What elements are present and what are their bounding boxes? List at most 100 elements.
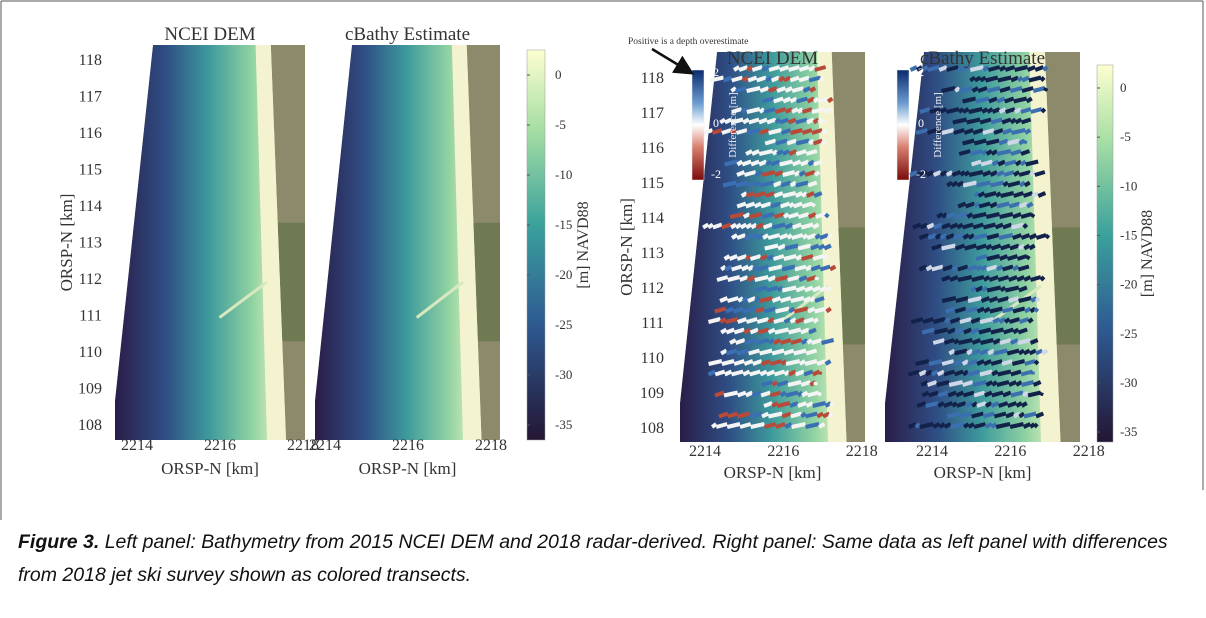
transect — [1016, 382, 1021, 385]
colorbar-tick-label: 0 — [1120, 80, 1127, 95]
transect — [1020, 204, 1028, 207]
transect — [811, 267, 820, 270]
transect — [814, 319, 818, 322]
transect — [1036, 351, 1042, 354]
transect — [784, 214, 788, 217]
transect — [1045, 88, 1046, 91]
transect — [721, 351, 726, 354]
inset-label: Difference [m] — [727, 92, 739, 157]
y-tick-label: 118 — [79, 52, 102, 69]
transect — [982, 267, 987, 270]
transect — [830, 267, 835, 270]
transect — [760, 130, 769, 133]
transect — [798, 403, 807, 406]
transect — [798, 109, 803, 112]
transect — [826, 214, 828, 217]
colorbar-label: [m] NAVD88 — [575, 201, 592, 288]
transect — [769, 88, 777, 91]
transect — [801, 382, 810, 385]
transect — [769, 340, 774, 343]
transect — [926, 372, 932, 375]
transect — [767, 256, 773, 259]
transect — [708, 372, 715, 375]
transect — [812, 204, 814, 207]
transect — [774, 193, 782, 196]
transect — [819, 424, 824, 427]
transect — [1035, 361, 1038, 364]
transect — [1024, 225, 1027, 228]
transect — [992, 382, 996, 385]
caption-text: Left panel: Bathymetry from 2015 NCEI DE… — [18, 531, 1168, 586]
transect — [992, 162, 998, 165]
transect — [975, 204, 980, 207]
transect — [958, 204, 965, 207]
transect — [831, 403, 833, 406]
transect — [783, 99, 790, 102]
transect — [1013, 267, 1018, 270]
y-axis-label: ORSP-N [km] — [617, 198, 636, 296]
transect — [809, 162, 814, 165]
transect — [753, 267, 757, 270]
transect — [755, 183, 760, 186]
transect — [720, 319, 725, 322]
map-panel — [680, 52, 865, 442]
transect — [814, 99, 818, 102]
inset-tick-label: 0 — [713, 116, 719, 130]
transect — [955, 246, 964, 249]
colorbar-tick-label: -30 — [555, 367, 572, 382]
transect — [783, 151, 789, 154]
inset-tick-label: 2 — [713, 65, 719, 79]
transect — [983, 172, 991, 175]
colorbar-tick-label: -20 — [555, 267, 572, 282]
transect — [742, 78, 748, 81]
transect — [1017, 277, 1024, 280]
y-tick-label: 112 — [79, 271, 102, 288]
transect — [772, 403, 777, 406]
transect — [744, 214, 750, 217]
transect — [1013, 330, 1018, 333]
transect — [794, 204, 803, 207]
x-tick-label: 2214 — [121, 437, 153, 454]
figure: NCEI DEM221422162218ORSP-N [km]cBathy Es… — [0, 0, 1206, 520]
transect — [817, 414, 823, 417]
transect — [748, 298, 755, 301]
transect — [967, 214, 972, 217]
transect — [968, 267, 977, 270]
transect — [977, 403, 986, 406]
transect — [828, 235, 832, 238]
transect — [809, 141, 814, 144]
transect — [993, 319, 999, 322]
y-tick-label: 108 — [78, 417, 102, 434]
colorbar-tick-label: -30 — [1120, 375, 1137, 390]
x-axis-label: ORSP-N [km] — [161, 459, 259, 478]
transect — [791, 183, 796, 186]
transect — [913, 225, 921, 228]
transect — [991, 403, 998, 406]
transect — [993, 109, 1000, 112]
transect — [1006, 414, 1014, 417]
transect — [762, 361, 771, 364]
transect — [772, 298, 780, 301]
transect — [1023, 393, 1028, 396]
transect — [744, 330, 750, 333]
transect — [968, 361, 977, 364]
transect — [984, 277, 989, 280]
transect — [1008, 403, 1017, 406]
transect — [810, 298, 815, 301]
transect — [742, 267, 749, 270]
transect — [744, 361, 752, 364]
transect — [991, 172, 997, 175]
y-tick-label: 111 — [641, 315, 664, 332]
transect — [756, 172, 762, 175]
transect — [941, 172, 947, 175]
transect — [1006, 109, 1015, 112]
colorbar-tick-label: 0 — [555, 67, 562, 82]
y-tick-label: 114 — [641, 210, 664, 227]
transect — [942, 214, 946, 217]
transect — [919, 372, 926, 375]
transect — [789, 372, 796, 375]
transect — [756, 225, 763, 228]
transect — [955, 372, 964, 375]
transect — [760, 109, 764, 112]
transect — [963, 109, 968, 112]
